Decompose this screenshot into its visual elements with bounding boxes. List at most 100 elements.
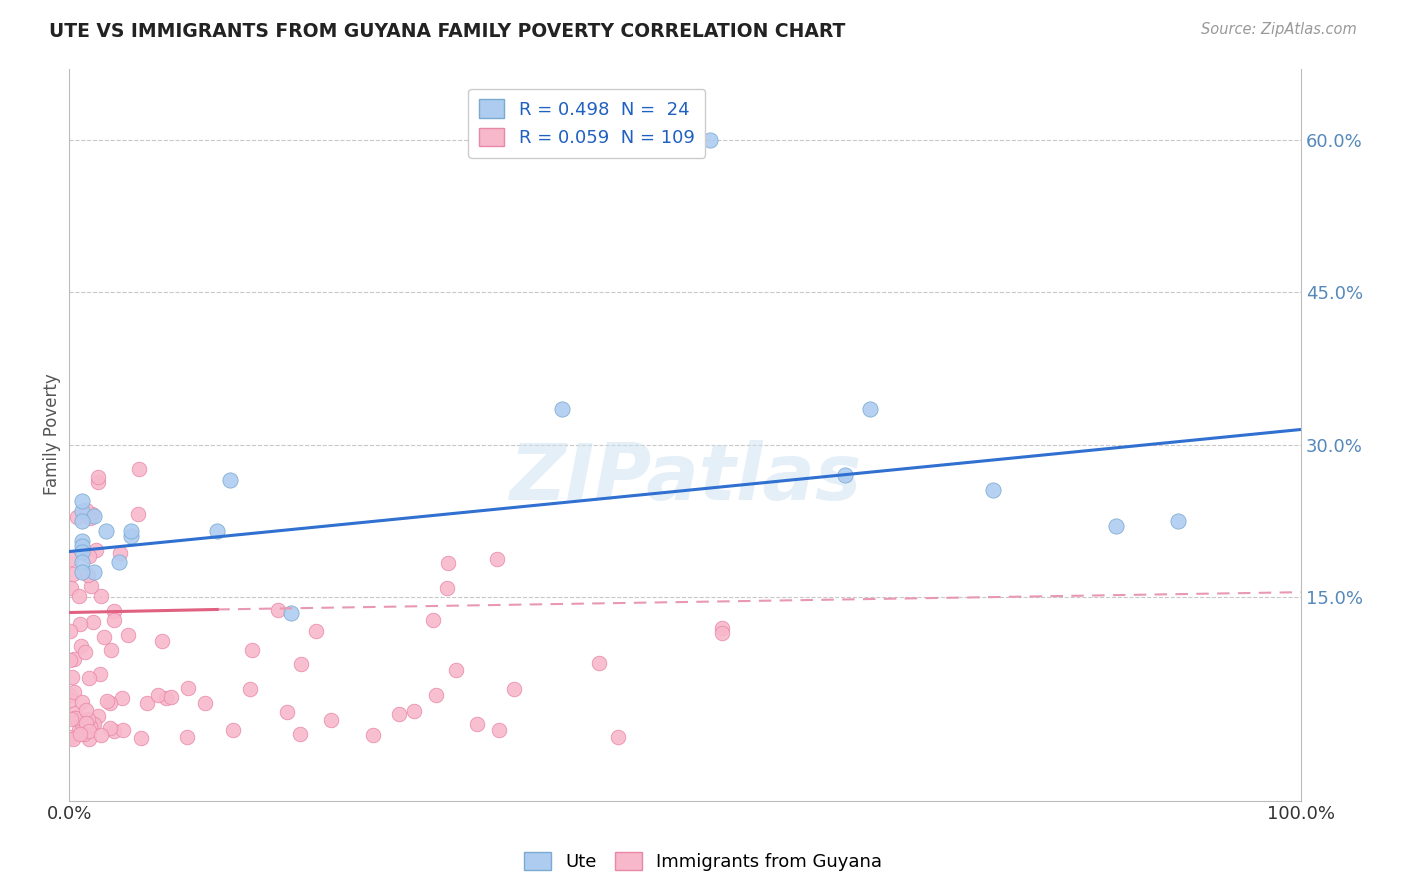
Text: ZIPatlas: ZIPatlas xyxy=(509,441,862,516)
Point xyxy=(444,664,467,678)
Point xyxy=(103,604,125,618)
Point xyxy=(63,711,86,725)
Point xyxy=(77,549,100,563)
Point xyxy=(305,624,328,638)
Point xyxy=(90,589,112,603)
Point xyxy=(63,685,86,699)
Point xyxy=(127,508,149,522)
Point xyxy=(70,565,93,579)
Point xyxy=(60,552,83,566)
Point xyxy=(148,688,170,702)
Point xyxy=(59,712,82,726)
Point xyxy=(75,644,97,658)
Point xyxy=(75,714,97,728)
Point xyxy=(422,613,444,627)
Point xyxy=(87,469,110,483)
Point xyxy=(465,717,488,731)
Point xyxy=(59,688,82,702)
Point xyxy=(129,731,152,746)
Point xyxy=(103,723,125,738)
Point xyxy=(120,524,142,538)
Point xyxy=(1167,514,1189,528)
Point xyxy=(75,703,97,717)
Point xyxy=(607,730,630,744)
Point xyxy=(69,617,91,632)
Point xyxy=(711,625,734,640)
Point xyxy=(699,133,721,147)
Point xyxy=(59,653,82,667)
Point xyxy=(176,730,198,744)
Point xyxy=(63,706,86,720)
Y-axis label: Family Poverty: Family Poverty xyxy=(44,374,60,495)
Point xyxy=(503,682,526,697)
Point xyxy=(82,716,104,731)
Point xyxy=(70,534,93,549)
Point xyxy=(319,713,342,727)
Point xyxy=(69,713,91,727)
Point xyxy=(1105,519,1128,533)
Point xyxy=(436,581,458,595)
Point xyxy=(135,696,157,710)
Point xyxy=(437,556,460,570)
Point xyxy=(981,483,1004,498)
Point xyxy=(69,727,91,741)
Point xyxy=(83,508,105,523)
Point xyxy=(155,691,177,706)
Point xyxy=(87,475,110,489)
Legend: Ute, Immigrants from Guyana: Ute, Immigrants from Guyana xyxy=(516,845,890,879)
Point xyxy=(98,696,121,710)
Point xyxy=(80,579,103,593)
Point xyxy=(280,606,302,620)
Point xyxy=(361,727,384,741)
Point xyxy=(108,546,131,560)
Point xyxy=(100,643,122,657)
Point xyxy=(242,643,264,657)
Point xyxy=(62,732,84,747)
Point xyxy=(193,696,215,710)
Point xyxy=(77,671,100,685)
Point xyxy=(65,710,87,724)
Point xyxy=(128,462,150,476)
Point xyxy=(77,712,100,726)
Point xyxy=(834,468,856,483)
Point xyxy=(67,723,90,737)
Point xyxy=(96,694,118,708)
Point xyxy=(107,555,129,569)
Point xyxy=(485,552,508,566)
Point xyxy=(290,727,312,741)
Point xyxy=(205,524,228,538)
Point xyxy=(83,717,105,731)
Point xyxy=(87,708,110,723)
Point xyxy=(159,690,181,705)
Point xyxy=(84,543,107,558)
Point xyxy=(89,667,111,681)
Point xyxy=(70,639,93,653)
Point xyxy=(120,529,142,543)
Point xyxy=(388,707,411,722)
Point xyxy=(177,681,200,695)
Point xyxy=(588,657,610,671)
Legend: R = 0.498  N =  24, R = 0.059  N = 109: R = 0.498 N = 24, R = 0.059 N = 109 xyxy=(468,88,706,158)
Point xyxy=(90,728,112,742)
Text: UTE VS IMMIGRANTS FROM GUYANA FAMILY POVERTY CORRELATION CHART: UTE VS IMMIGRANTS FROM GUYANA FAMILY POV… xyxy=(49,22,845,41)
Point xyxy=(75,716,97,731)
Point xyxy=(70,555,93,569)
Point xyxy=(75,503,97,517)
Point xyxy=(222,723,245,738)
Point xyxy=(117,627,139,641)
Point xyxy=(290,657,312,671)
Point xyxy=(82,508,104,522)
Point xyxy=(66,510,89,524)
Point xyxy=(267,603,290,617)
Point xyxy=(711,621,734,635)
Point xyxy=(77,723,100,738)
Point xyxy=(76,567,98,582)
Point xyxy=(551,402,574,417)
Text: Source: ZipAtlas.com: Source: ZipAtlas.com xyxy=(1201,22,1357,37)
Point xyxy=(77,732,100,747)
Point xyxy=(58,693,80,707)
Point xyxy=(96,524,118,538)
Point xyxy=(425,688,447,702)
Point xyxy=(150,634,173,648)
Point xyxy=(60,670,83,684)
